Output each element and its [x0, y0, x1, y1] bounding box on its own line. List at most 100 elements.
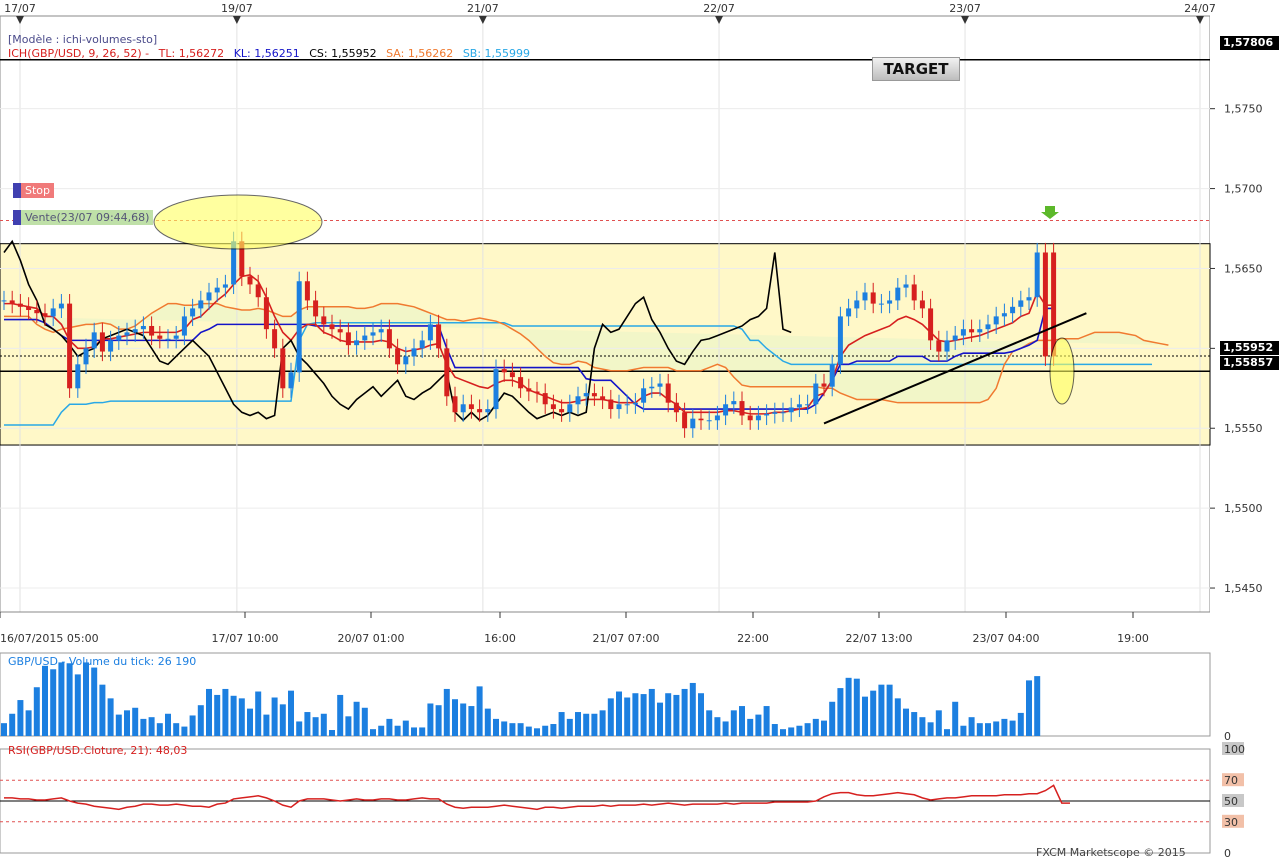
candle-body [600, 396, 606, 400]
volume-bar [1034, 676, 1041, 736]
candle-body [452, 396, 458, 413]
volume-bar [361, 707, 368, 736]
volume-bar [320, 713, 327, 736]
volume-bar [747, 718, 754, 736]
candle-body [149, 325, 155, 336]
ichimoku-legend-cs: CS: 1,55952 [309, 47, 377, 60]
ichimoku-legend-tl: TL: 1,56272 [158, 47, 225, 60]
candle-body [788, 407, 794, 413]
rsi-panel: 100 70 50 30 0 [0, 742, 1245, 860]
candle-body [624, 404, 630, 406]
candle-body [1010, 306, 1016, 314]
volume-bar [255, 691, 262, 736]
y-tick-label: 1,5650 [1224, 262, 1263, 275]
volume-bar [952, 701, 959, 736]
volume-bar [607, 698, 614, 736]
candle-body [772, 412, 778, 414]
x-tick-label: 19:00 [1117, 632, 1149, 645]
y-tick-label: 1,5750 [1224, 103, 1263, 116]
volume-bar [493, 718, 499, 736]
candle-body [698, 418, 704, 421]
volume-bar [279, 704, 286, 736]
candle-body [985, 324, 991, 330]
candle-body [222, 284, 228, 288]
volume-bar [370, 729, 376, 736]
ichimoku-legend-sa: SA: 1,56262 [386, 47, 454, 60]
volume-bar [189, 715, 196, 736]
candle-body [690, 418, 696, 429]
candle-body [723, 404, 729, 416]
stop-order-tag[interactable]: Stop [13, 183, 55, 198]
volume-bar [870, 690, 877, 736]
volume-bar [599, 710, 606, 736]
date-marker-icon [478, 16, 487, 24]
candle-body [157, 335, 163, 339]
x-tick-label: 16/07/2015 05:00 [0, 632, 99, 645]
volume-bar [435, 705, 442, 736]
volume-bar [353, 701, 360, 736]
candle-body [846, 308, 852, 317]
volume-bar [58, 662, 65, 736]
ichimoku-legend-kl: KL: 1,56251 [233, 47, 300, 60]
volume-panel: 0 [0, 652, 1231, 743]
candle-body [821, 383, 827, 387]
candle-body [9, 300, 15, 304]
candle-body [919, 300, 925, 309]
candle-body [403, 356, 409, 365]
volume-bar [616, 691, 622, 736]
volume-bar [919, 717, 926, 736]
candle-body [468, 404, 474, 410]
volume-bar [312, 717, 319, 736]
candle-body [870, 292, 876, 304]
volume-bar [583, 713, 590, 736]
candle-body [485, 409, 491, 413]
candle-body [649, 386, 655, 389]
ichimoku-cloud [4, 303, 1169, 403]
y-tick-label: 1,5700 [1224, 183, 1263, 196]
volume-bar [214, 694, 221, 736]
candle-body [977, 329, 983, 333]
top-date-label: 24/07 [1184, 2, 1216, 15]
candle-body [591, 393, 597, 397]
price-box-level: 1,55857 [1220, 356, 1279, 370]
candle-body [419, 340, 425, 349]
candle-body [296, 281, 302, 373]
candle-body [108, 340, 114, 352]
candle-body [42, 313, 48, 317]
candle-body [354, 340, 360, 346]
volume-bar [739, 706, 745, 736]
volume-bar [1009, 720, 1016, 736]
date-marker-icon [961, 16, 970, 24]
candle-body [567, 404, 573, 413]
volume-bar [271, 697, 278, 736]
volume-bar [173, 723, 180, 736]
price-box-top: 1,57806 [1220, 36, 1279, 50]
candle-body [1, 300, 7, 302]
candle-body [124, 332, 130, 336]
x-tick-label: 17/07 10:00 [212, 632, 279, 645]
candle-body [67, 303, 73, 389]
candle-body [518, 377, 524, 389]
volume-bar [460, 703, 467, 736]
volume-bar [944, 729, 950, 736]
volume-bar [755, 714, 762, 736]
candle-body [460, 404, 466, 413]
candle-body [895, 287, 901, 301]
volume-bar [25, 710, 32, 736]
candle-body [239, 241, 245, 277]
volume-bar [296, 721, 303, 736]
candle-body [657, 383, 663, 387]
volume-bar [222, 688, 229, 736]
sell-order-tag[interactable]: Vente(23/07 09:44,68) [13, 210, 154, 225]
candle-body [91, 332, 97, 349]
candle-body [764, 413, 770, 416]
candle-body [304, 281, 310, 301]
candle-body [337, 329, 343, 333]
candle-body [395, 348, 401, 365]
candle-body [1026, 297, 1032, 301]
volume-legend: GBP/USD - Volume du tick: 26 190 [8, 655, 197, 668]
highlight-ellipse-top [153, 194, 323, 250]
candle-body [1042, 252, 1048, 357]
target-badge[interactable]: TARGET [872, 57, 960, 81]
